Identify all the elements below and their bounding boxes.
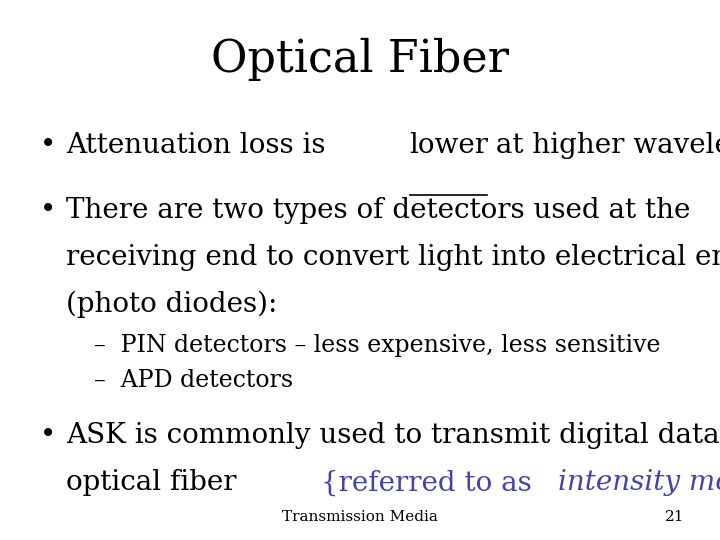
Text: Transmission Media: Transmission Media [282, 510, 438, 524]
Text: Optical Fiber: Optical Fiber [211, 38, 509, 81]
Text: (photo diodes):: (photo diodes): [66, 291, 278, 319]
Text: 21: 21 [665, 510, 684, 524]
Text: ASK is commonly used to transmit digital data over: ASK is commonly used to transmit digital… [66, 422, 720, 449]
Text: optical fiber: optical fiber [66, 469, 246, 496]
Text: •: • [40, 132, 56, 159]
Text: There are two types of detectors used at the: There are two types of detectors used at… [66, 197, 690, 224]
Text: –  PIN detectors – less expensive, less sensitive: – PIN detectors – less expensive, less s… [94, 334, 660, 357]
Text: at higher wavelengths.: at higher wavelengths. [487, 132, 720, 159]
Text: {referred to as: {referred to as [320, 469, 540, 496]
Text: Attenuation loss is: Attenuation loss is [66, 132, 335, 159]
Text: •: • [40, 197, 56, 224]
Text: –  APD detectors: – APD detectors [94, 369, 293, 393]
Text: intensity modulation: intensity modulation [558, 469, 720, 496]
Text: •: • [40, 422, 56, 449]
Text: lower: lower [410, 132, 489, 159]
Text: receiving end to convert light into electrical energy: receiving end to convert light into elec… [66, 244, 720, 271]
